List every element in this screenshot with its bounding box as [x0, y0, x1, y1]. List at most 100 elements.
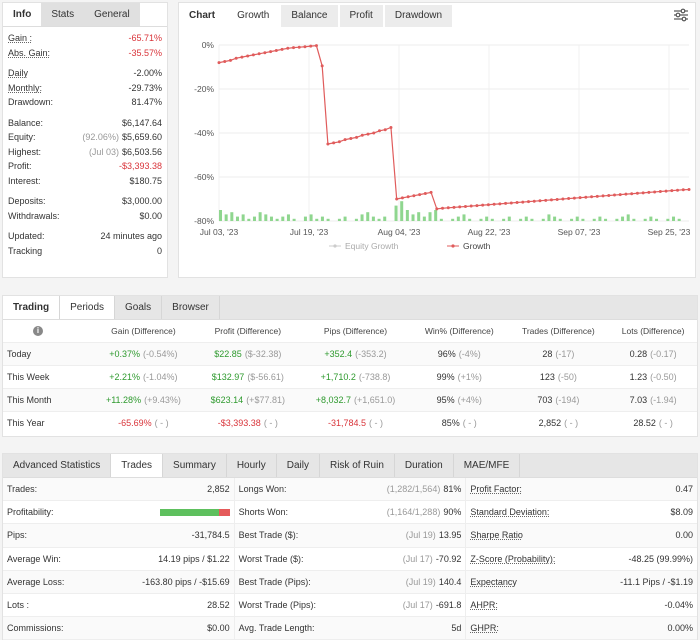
info-value-text: $0.00 — [139, 210, 162, 221]
stat-value — [159, 507, 230, 517]
header-gain: Gain (Difference) — [111, 325, 176, 336]
info-label[interactable]: Monthly: — [8, 82, 43, 93]
header-trades: Trades (Difference) — [521, 325, 595, 336]
stat-label[interactable]: Profit Factor: — [470, 484, 522, 495]
stat-value-text: -691.8 — [435, 600, 462, 611]
equity-bar — [411, 214, 415, 221]
tab-balance[interactable]: Balance — [281, 5, 338, 27]
pips-cell: +352.4 (-353.2) — [299, 341, 412, 365]
stat-label[interactable]: Expectancy — [470, 576, 517, 587]
info-value-text: -35.57% — [128, 47, 162, 58]
growth-point — [572, 196, 576, 200]
stat-value-text: -11.1 Pips / -$1.19 — [620, 576, 694, 587]
lots-cell-difference: (-0.17) — [650, 348, 677, 359]
growth-point — [274, 49, 278, 52]
stat-label[interactable]: GHPR: — [470, 623, 499, 634]
y-tick-label: -60% — [194, 172, 214, 182]
equity-bar — [485, 216, 489, 221]
growth-point — [418, 193, 422, 197]
stat-value: (1,282/1,564) 81% — [387, 484, 462, 494]
stat-label[interactable]: Standard Deviation: — [470, 507, 550, 518]
stat-label: Worst Trade (Pips): — [238, 600, 317, 611]
growth-point — [343, 138, 347, 142]
gain-cell-value: +0.37% — [109, 348, 141, 359]
growth-point — [320, 64, 324, 68]
tab-periods[interactable]: Periods — [60, 296, 116, 319]
growth-point — [446, 206, 450, 210]
tab-summary[interactable]: Summary — [163, 454, 227, 477]
equity-bar — [252, 216, 256, 221]
growth-point — [612, 193, 616, 197]
tab-hourly[interactable]: Hourly — [227, 454, 277, 477]
stat-label[interactable]: Z-Score (Probability): — [470, 553, 556, 564]
gain-cell: +2.21% (-1.04%) — [91, 364, 196, 388]
stat-row-lots: Lots : 28.52 — [3, 594, 234, 618]
win-cell: 99% (+1%) — [411, 364, 508, 388]
stat-value: -0.04% — [664, 600, 693, 610]
growth-point — [561, 197, 565, 201]
period-row-this-week: This Week +2.21% (-1.04%) $132.97 ($-56.61) +… — [3, 364, 697, 388]
y-tick-label: 0% — [202, 40, 215, 50]
trades-cell-difference: ( - ) — [564, 417, 579, 428]
growth-point — [251, 53, 255, 57]
tab-mae-mfe[interactable]: MAE/MFE — [454, 454, 521, 477]
info-label[interactable]: Gain : — [8, 33, 33, 44]
stat-value: $0.00 — [207, 623, 230, 633]
equity-bar — [581, 218, 585, 221]
tab-info[interactable]: Info — [13, 9, 32, 20]
info-icon[interactable]: i — [3, 320, 91, 342]
header-win: Win% (Difference) — [424, 325, 494, 336]
stat-subvalue: (Jul 19) — [405, 530, 436, 541]
equity-bar — [422, 216, 426, 221]
sliders-icon[interactable] — [673, 8, 689, 25]
stat-value: (Jul 19) 13.95 — [406, 530, 462, 540]
stat-label: Trades: — [7, 484, 38, 495]
info-subvalue: (92.06%) — [82, 132, 119, 143]
equity-bar — [490, 218, 494, 221]
tab-risk-of-ruin[interactable]: Risk of Ruin — [320, 454, 395, 477]
period-name: This Month — [3, 387, 91, 411]
tab-drawdown[interactable]: Drawdown — [384, 5, 453, 27]
profit-cell-value: $623.14 — [210, 394, 244, 405]
tab-stats[interactable]: Stats — [41, 3, 85, 26]
x-tick-label: Jul 19, '23 — [290, 227, 329, 237]
info-row-daily: Daily -2.00% — [3, 66, 167, 81]
tab-growth[interactable]: Growth — [227, 5, 280, 27]
gain-cell: +11.28% (+9.43%) — [91, 387, 196, 411]
tab-duration[interactable]: Duration — [395, 454, 454, 477]
tab-daily[interactable]: Daily — [277, 454, 320, 477]
tab-general[interactable]: General — [84, 3, 140, 26]
tab-trades[interactable]: Trades — [111, 454, 164, 477]
growth-line — [218, 45, 690, 210]
info-value: $0.00 — [139, 211, 162, 221]
stat-label[interactable]: Sharpe Ratio — [470, 530, 523, 541]
equity-bar — [649, 216, 653, 221]
info-label: Drawdown: — [8, 97, 54, 108]
tab-browser[interactable]: Browser — [162, 296, 220, 319]
stat-row-profitability: Profitability: — [3, 501, 234, 525]
info-label: Updated: — [8, 231, 45, 242]
stat-row-best-trade-pips: Best Trade (Pips): (Jul 19) 140.4 — [234, 570, 466, 594]
stat-value: 2,852 — [207, 484, 230, 494]
tab-goals[interactable]: Goals — [115, 296, 163, 319]
info-label[interactable]: Daily — [8, 68, 29, 79]
x-tick-label: Aug 04, '23 — [378, 227, 421, 237]
equity-bar — [264, 214, 268, 221]
profit-cell-value: $22.85 — [214, 348, 242, 359]
tab-profit[interactable]: Profit — [339, 5, 383, 27]
stat-value-text: 81% — [443, 484, 462, 495]
period-name: Today — [3, 341, 91, 365]
growth-point — [429, 190, 433, 194]
info-value-text: 24 minutes ago — [100, 231, 162, 242]
header-pips: Pips (Difference) — [323, 325, 388, 336]
stat-label[interactable]: AHPR: — [470, 600, 498, 611]
growth-point — [349, 137, 353, 140]
equity-bar — [219, 210, 222, 221]
info-label[interactable]: Abs. Gain: — [8, 47, 51, 58]
stat-value: (Jul 17) -691.8 — [403, 600, 462, 610]
growth-point — [544, 198, 548, 202]
tab-trading[interactable]: Trading — [3, 296, 61, 319]
equity-bar — [247, 218, 251, 221]
growth-point — [635, 191, 639, 195]
lots-cell-value: 0.28 — [629, 348, 648, 359]
